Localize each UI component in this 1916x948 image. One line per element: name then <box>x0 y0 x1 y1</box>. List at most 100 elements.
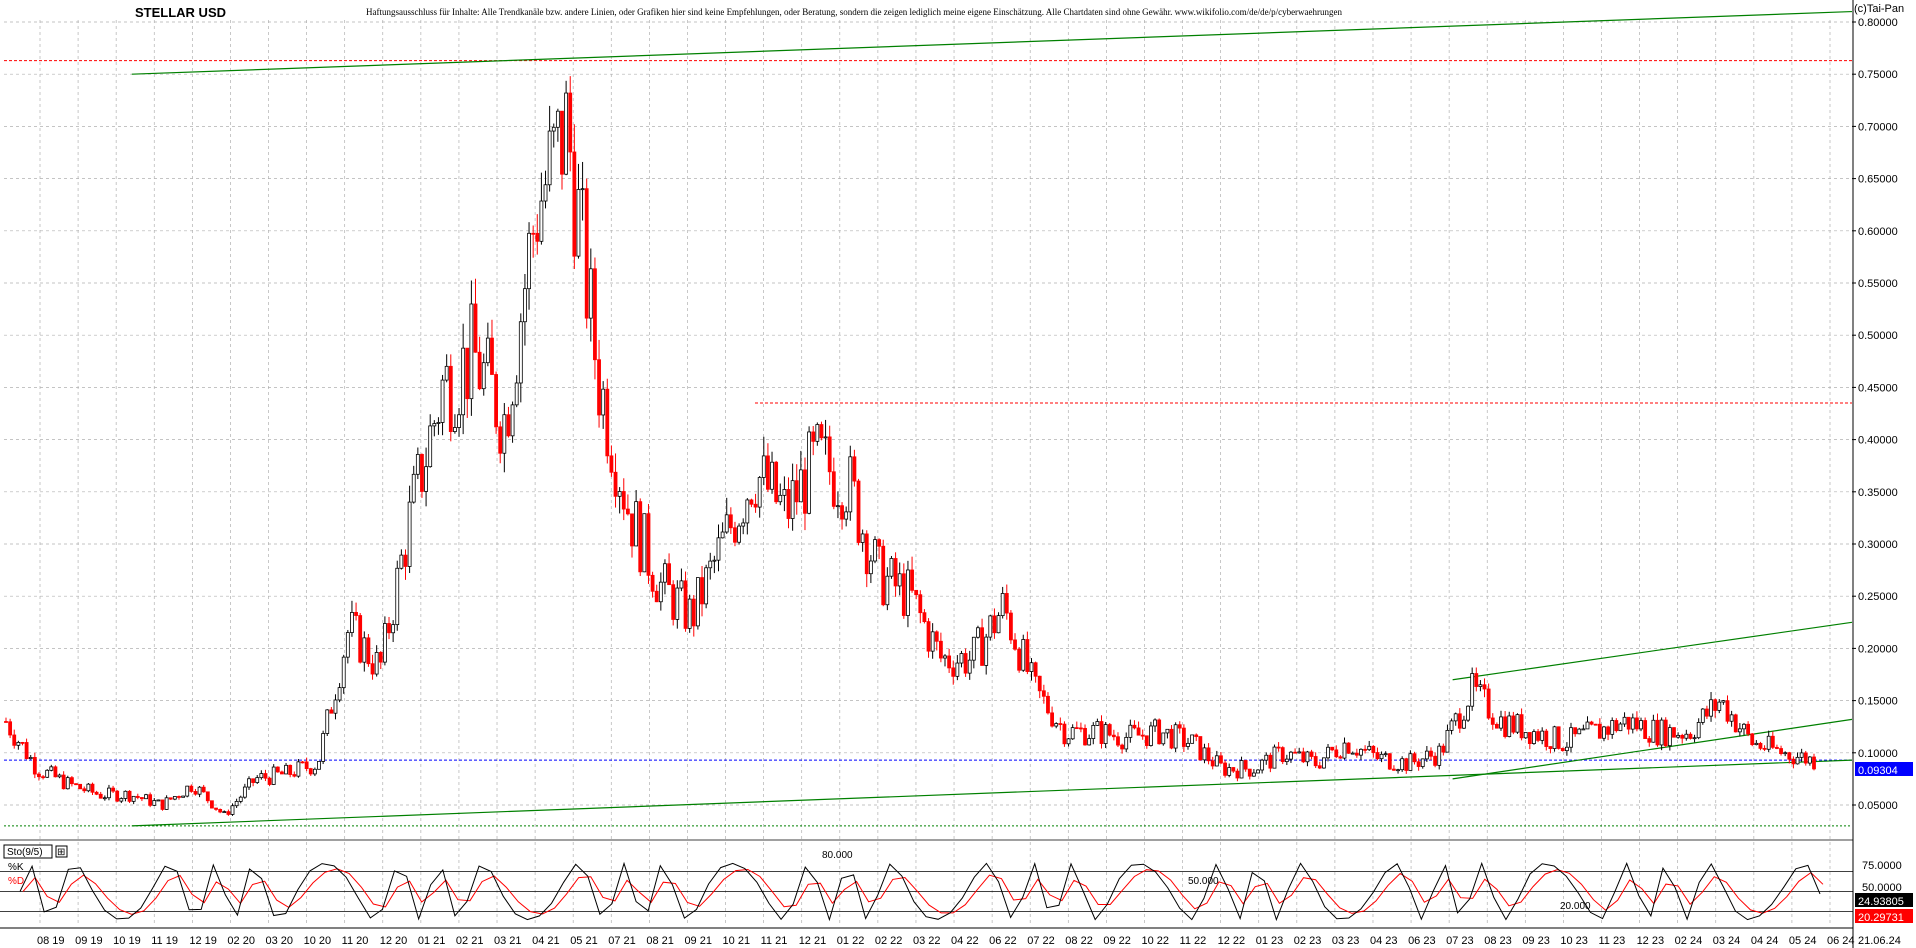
candle-body <box>766 455 770 490</box>
time-label: 11 20 <box>342 935 369 947</box>
candle-body <box>712 559 717 562</box>
candle-body <box>1618 723 1623 732</box>
price-tick-label: 0.80000 <box>1858 17 1898 29</box>
candle-body <box>794 480 799 503</box>
candle-body <box>1280 747 1285 763</box>
candle-body <box>197 786 202 795</box>
candle-body <box>741 522 746 527</box>
candle-body <box>630 513 634 547</box>
candle-body <box>473 303 478 353</box>
candle-body <box>889 558 894 577</box>
candle-body <box>1779 748 1783 754</box>
price-tick-label: 0.15000 <box>1858 696 1898 708</box>
candle-body <box>642 513 647 573</box>
candle-body <box>428 425 433 468</box>
candle-body <box>1713 699 1718 711</box>
time-label: 02 23 <box>1294 935 1322 947</box>
candle-body <box>259 773 264 779</box>
candle-body <box>1610 720 1615 735</box>
candle-body <box>407 501 412 567</box>
candle-body <box>877 539 882 547</box>
candle-body <box>444 365 449 381</box>
candle-body <box>1334 749 1339 758</box>
price-tick-label: 0.75000 <box>1858 69 1898 81</box>
candle-body <box>1157 719 1162 745</box>
candle-body <box>1276 746 1281 749</box>
candle-body <box>1322 757 1326 769</box>
candle-body <box>1486 688 1491 719</box>
candle-body <box>1070 727 1075 740</box>
indicator-box[interactable] <box>3 844 53 859</box>
candle-body <box>177 796 181 798</box>
candle-body <box>90 783 95 793</box>
candle-body <box>1268 754 1273 769</box>
candle-body <box>119 798 124 802</box>
candle-body <box>1643 720 1648 739</box>
candle-body <box>1544 730 1549 747</box>
candle-body <box>226 811 231 815</box>
candle-body <box>41 776 45 779</box>
candle-body <box>1140 734 1145 737</box>
candle-body <box>1783 752 1788 755</box>
candle-body <box>490 337 494 375</box>
copyright-label: (c)Tai-Pan <box>1854 3 1904 15</box>
stoch-label: Sto(9/5) <box>7 847 43 858</box>
candle-body <box>1198 736 1203 761</box>
candle-body <box>1457 713 1462 729</box>
candle-body <box>1379 753 1384 760</box>
candle-body <box>1317 765 1322 769</box>
candle-body <box>572 151 577 257</box>
candle-body <box>1017 648 1022 671</box>
stoch-d-line <box>22 868 1824 915</box>
candle-body <box>333 699 338 714</box>
time-label: 09 19 <box>75 935 103 947</box>
stoch-k-label: %K <box>8 862 24 873</box>
time-label: 06 22 <box>989 935 1017 947</box>
candle-body <box>1400 758 1405 771</box>
candle-body <box>1058 723 1063 725</box>
candle-body <box>1103 724 1108 744</box>
candle-body <box>1371 745 1376 753</box>
candle-body <box>597 359 601 416</box>
candle-body <box>1186 742 1190 747</box>
candle-body <box>263 773 268 779</box>
time-label: 11 19 <box>151 935 178 947</box>
candle-body <box>934 631 939 642</box>
stoch-d-value: 20.29731 <box>1858 912 1904 924</box>
candle-body <box>1672 727 1676 738</box>
candle-body <box>321 733 326 762</box>
candle-body <box>671 584 676 620</box>
candle-body <box>1264 754 1269 761</box>
candle-body <box>1577 728 1582 735</box>
candle-body <box>1503 716 1508 737</box>
candle-body <box>436 422 441 424</box>
time-label: 04 21 <box>532 935 560 947</box>
candle-body <box>370 663 375 675</box>
candle-body <box>996 615 1001 634</box>
time-label: 12 23 <box>1637 935 1665 947</box>
expand-icon[interactable] <box>55 845 68 858</box>
candle-body <box>1799 752 1804 758</box>
time-label: 12 21 <box>799 935 827 947</box>
candle-body <box>1639 720 1643 730</box>
candle-body <box>271 766 276 785</box>
candle-body <box>403 554 408 567</box>
candle-body <box>1202 747 1207 761</box>
candle-body <box>988 615 993 638</box>
time-label: 06 24 <box>1827 935 1855 947</box>
candle-body <box>465 347 470 400</box>
candle-body <box>8 721 13 736</box>
candle-body <box>111 787 115 792</box>
candle-body <box>1165 728 1170 734</box>
candle-body <box>1597 723 1602 739</box>
candle-body <box>1338 756 1343 759</box>
candle-body <box>1647 738 1652 743</box>
candle-body <box>1375 752 1380 760</box>
time-label: 08 22 <box>1065 935 1093 947</box>
candle-body <box>1239 760 1244 779</box>
trendline-channel-top <box>1452 621 1853 681</box>
time-label: 03 23 <box>1332 935 1360 947</box>
candle-body <box>354 612 358 616</box>
candle-body <box>551 126 556 132</box>
time-label: 07 21 <box>608 935 636 947</box>
